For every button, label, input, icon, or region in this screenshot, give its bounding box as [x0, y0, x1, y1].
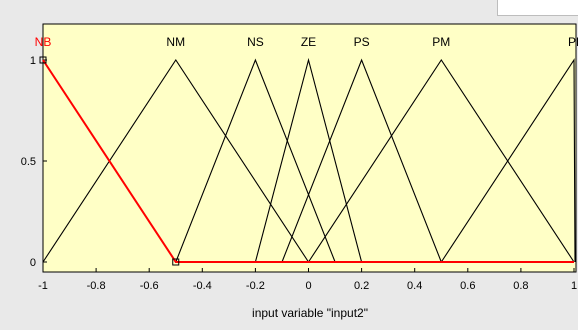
- x-tick-label: -0.4: [193, 280, 212, 292]
- mf-label-ze[interactable]: ZE: [301, 35, 316, 49]
- mf-label-pm[interactable]: PM: [432, 35, 450, 49]
- x-tick-label: 0: [305, 280, 311, 292]
- x-tick-label: 0.8: [513, 280, 528, 292]
- mf-label-ps[interactable]: PS: [354, 35, 370, 49]
- x-tick-label: -0.6: [140, 280, 159, 292]
- x-axis-label: input variable "input2": [252, 306, 368, 320]
- x-tick-label: -0.2: [246, 280, 265, 292]
- mf-line-nb[interactable]: [42, 59, 574, 263]
- y-tick-label: 0.5: [21, 156, 36, 168]
- mf-line-ze[interactable]: [254, 57, 363, 263]
- x-tick-label: 1: [571, 280, 577, 292]
- x-tick-label: 0.6: [460, 280, 475, 292]
- selection-handle[interactable]: [172, 258, 180, 266]
- x-tick-label: 0.4: [407, 280, 422, 292]
- y-tick-label: 1: [30, 55, 36, 67]
- mf-line-ps[interactable]: [281, 58, 442, 263]
- y-tick-label: 0: [30, 257, 36, 269]
- mf-label-ns[interactable]: NS: [247, 35, 264, 49]
- selection-handle[interactable]: [39, 56, 47, 64]
- mf-label-pb[interactable]: PB: [568, 35, 578, 49]
- x-tick-label: 0.2: [354, 280, 369, 292]
- mf-label-nm[interactable]: NM: [166, 35, 185, 49]
- mf-line-pm[interactable]: [308, 58, 575, 263]
- x-tick-label: -1: [38, 280, 48, 292]
- top-panel-edge: [497, 0, 578, 16]
- mf-line-nm[interactable]: [42, 58, 309, 263]
- plot-area[interactable]: [42, 23, 577, 273]
- mf-line-pb[interactable]: [440, 58, 576, 263]
- mf-label-nb[interactable]: NB: [35, 35, 52, 49]
- x-tick-label: -0.8: [87, 280, 106, 292]
